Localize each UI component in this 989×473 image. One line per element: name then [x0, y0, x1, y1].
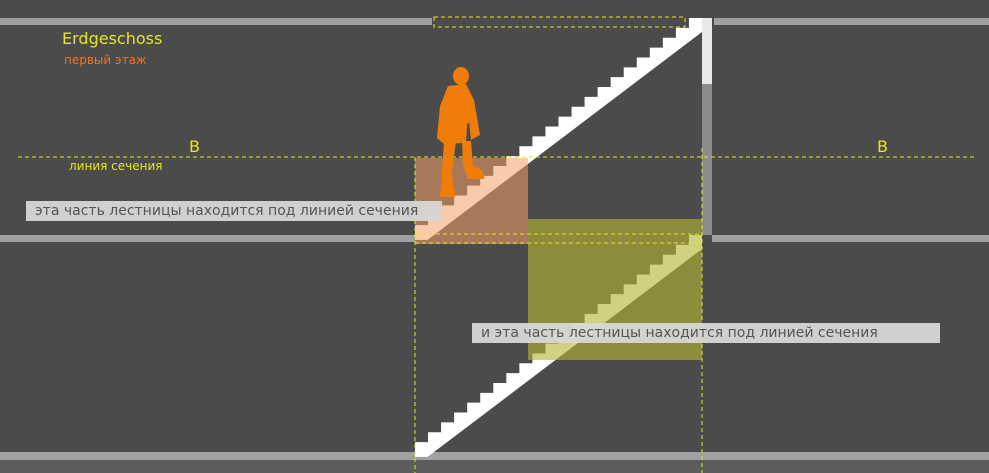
section-line-label: линия сечения — [69, 159, 163, 173]
person-body — [437, 84, 480, 144]
lower-stair-note: и эта часть лестницы находится под линие… — [472, 323, 940, 343]
section-mark-left: B — [189, 137, 200, 156]
middle-slab-left — [0, 235, 415, 242]
person-silhouette — [437, 67, 484, 197]
person-leg-back — [441, 141, 456, 196]
top-slab-right — [714, 18, 989, 25]
person-front-shoe — [467, 174, 484, 179]
person-leg-front — [462, 141, 483, 176]
ground-strip — [0, 460, 989, 473]
person-back-shoe — [440, 191, 455, 197]
person-head — [453, 67, 469, 85]
section-mark-right: B — [877, 137, 888, 156]
floor-subtitle: первый этаж — [64, 53, 147, 67]
wall-post-upper — [702, 18, 712, 84]
person-arm — [456, 104, 472, 124]
middle-slab-right — [712, 235, 989, 242]
floor-title: Erdgeschoss — [62, 29, 163, 48]
upper-stair-note: эта часть лестницы находится под линией … — [26, 201, 442, 221]
wall-post-lower — [702, 84, 712, 235]
top-opening-outline — [433, 16, 686, 28]
top-slab-left — [0, 18, 432, 25]
bottom-slab — [0, 452, 989, 460]
